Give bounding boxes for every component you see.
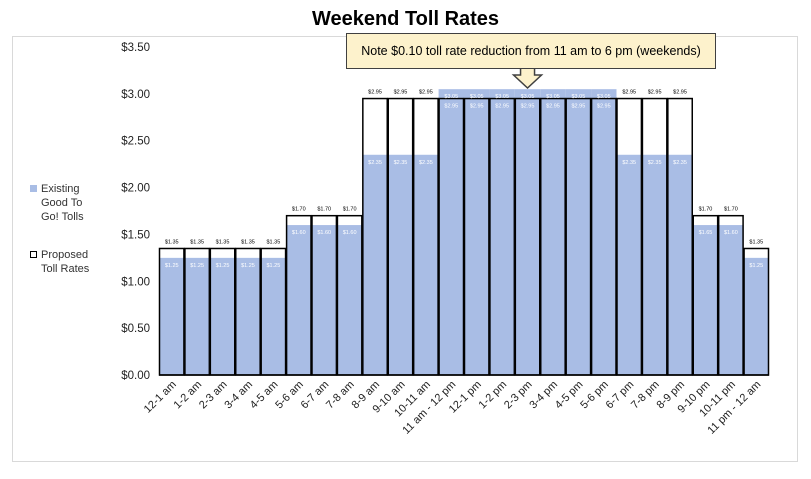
proposed-value-label: $2.95 xyxy=(521,104,535,110)
y-tick-label: $2.00 xyxy=(121,183,150,195)
existing-bar xyxy=(362,154,388,375)
legend-swatch-proposed xyxy=(30,251,37,258)
chart-title: Weekend Toll Rates xyxy=(311,8,500,30)
proposed-value-label: $1.70 xyxy=(343,207,357,213)
existing-bar xyxy=(184,257,210,375)
existing-value-label: $1.25 xyxy=(241,263,255,269)
proposed-value-label: $1.70 xyxy=(724,207,738,213)
proposed-value-label: $1.35 xyxy=(241,239,255,245)
existing-value-label: $1.25 xyxy=(749,263,763,269)
existing-bar xyxy=(692,225,719,375)
existing-bar xyxy=(438,89,464,376)
existing-value-label: $2.35 xyxy=(368,160,382,166)
existing-value-label: $2.35 xyxy=(394,160,408,166)
existing-value-label: $2.35 xyxy=(648,160,662,166)
y-tick-label: $1.00 xyxy=(121,276,150,288)
existing-value-label: $3.05 xyxy=(470,94,484,100)
proposed-value-label: $2.95 xyxy=(394,90,408,96)
y-tick-label: $0.00 xyxy=(121,370,150,382)
existing-value-label: $1.25 xyxy=(165,263,179,269)
existing-value-label: $1.60 xyxy=(343,230,357,236)
existing-bar xyxy=(514,89,541,376)
y-tick-label: $3.00 xyxy=(121,89,150,101)
existing-value-label: $3.05 xyxy=(546,94,560,100)
legend-label-line: Toll Rates xyxy=(41,263,90,275)
existing-value-label: $3.05 xyxy=(597,94,611,100)
proposed-value-label: $2.95 xyxy=(673,90,687,96)
proposed-value-label: $2.95 xyxy=(419,90,433,96)
existing-bar xyxy=(743,257,769,375)
existing-bar xyxy=(540,89,566,376)
existing-bar xyxy=(591,89,617,376)
legend-label-line: Proposed xyxy=(41,249,89,261)
proposed-value-label: $1.35 xyxy=(749,239,763,245)
existing-value-label: $2.35 xyxy=(419,160,433,166)
x-tick-label: 12-1 am xyxy=(142,379,179,416)
existing-value-label: $3.05 xyxy=(521,94,535,100)
legend-label-line: Existing xyxy=(41,183,80,195)
annotation-text: Note $0.10 toll rate reduction from 11 a… xyxy=(361,44,701,58)
existing-bar xyxy=(336,225,363,375)
existing-bar xyxy=(235,257,261,375)
proposed-value-label: $1.35 xyxy=(165,239,179,245)
legend-label-line: Go! Tolls xyxy=(41,211,84,223)
proposed-value-label: $2.95 xyxy=(470,104,484,110)
y-tick-label: $0.50 xyxy=(121,323,150,335)
existing-bar xyxy=(311,225,337,375)
existing-value-label: $3.05 xyxy=(444,94,458,100)
legend-label-proposed: Proposed Toll Rates xyxy=(41,248,111,276)
proposed-value-label: $2.95 xyxy=(546,104,560,110)
existing-bar xyxy=(718,225,744,375)
proposed-value-label: $2.95 xyxy=(597,104,611,110)
proposed-value-label: $2.95 xyxy=(495,104,509,110)
existing-value-label: $1.65 xyxy=(699,230,713,236)
existing-bar xyxy=(209,257,236,375)
existing-bar xyxy=(616,154,642,375)
y-tick-label: $1.50 xyxy=(121,229,150,241)
proposed-value-label: $2.95 xyxy=(648,90,662,96)
legend-swatch-existing xyxy=(30,185,37,192)
existing-bar xyxy=(159,257,185,375)
proposed-value-label: $1.70 xyxy=(292,207,306,213)
existing-bar xyxy=(260,257,287,375)
existing-bar xyxy=(286,225,312,375)
proposed-value-label: $1.70 xyxy=(317,207,331,213)
existing-value-label: $2.35 xyxy=(622,160,636,166)
proposed-value-label: $2.95 xyxy=(444,104,458,110)
existing-value-label: $3.05 xyxy=(495,94,509,100)
proposed-value-label: $1.35 xyxy=(266,239,280,245)
existing-bar xyxy=(413,154,439,375)
existing-value-label: $1.60 xyxy=(724,230,738,236)
existing-value-label: $3.05 xyxy=(571,94,585,100)
legend-label-existing: Existing Good To Go! Tolls xyxy=(41,182,111,224)
y-tick-label: $2.50 xyxy=(121,136,150,148)
existing-bar xyxy=(464,89,490,376)
proposed-value-label: $1.35 xyxy=(216,239,230,245)
existing-value-label: $1.25 xyxy=(216,263,230,269)
existing-bar xyxy=(667,154,693,375)
existing-bar xyxy=(641,154,668,375)
y-tick-label: $3.50 xyxy=(121,42,150,54)
existing-value-label: $1.60 xyxy=(292,230,306,236)
proposed-value-label: $2.95 xyxy=(571,104,585,110)
proposed-value-label: $1.35 xyxy=(190,239,204,245)
proposed-value-label: $2.95 xyxy=(622,90,636,96)
proposed-value-label: $1.70 xyxy=(699,207,713,213)
annotation-callout: Note $0.10 toll rate reduction from 11 a… xyxy=(346,33,716,69)
existing-value-label: $1.60 xyxy=(317,230,331,236)
existing-value-label: $1.25 xyxy=(190,263,204,269)
existing-bar xyxy=(387,154,414,375)
proposed-value-label: $2.95 xyxy=(368,90,382,96)
existing-value-label: $1.25 xyxy=(266,263,280,269)
existing-bar xyxy=(489,89,515,376)
callout-arrow xyxy=(511,68,544,90)
legend-label-line: Good To xyxy=(41,197,83,209)
existing-bar xyxy=(565,89,592,376)
existing-value-label: $2.35 xyxy=(673,160,687,166)
